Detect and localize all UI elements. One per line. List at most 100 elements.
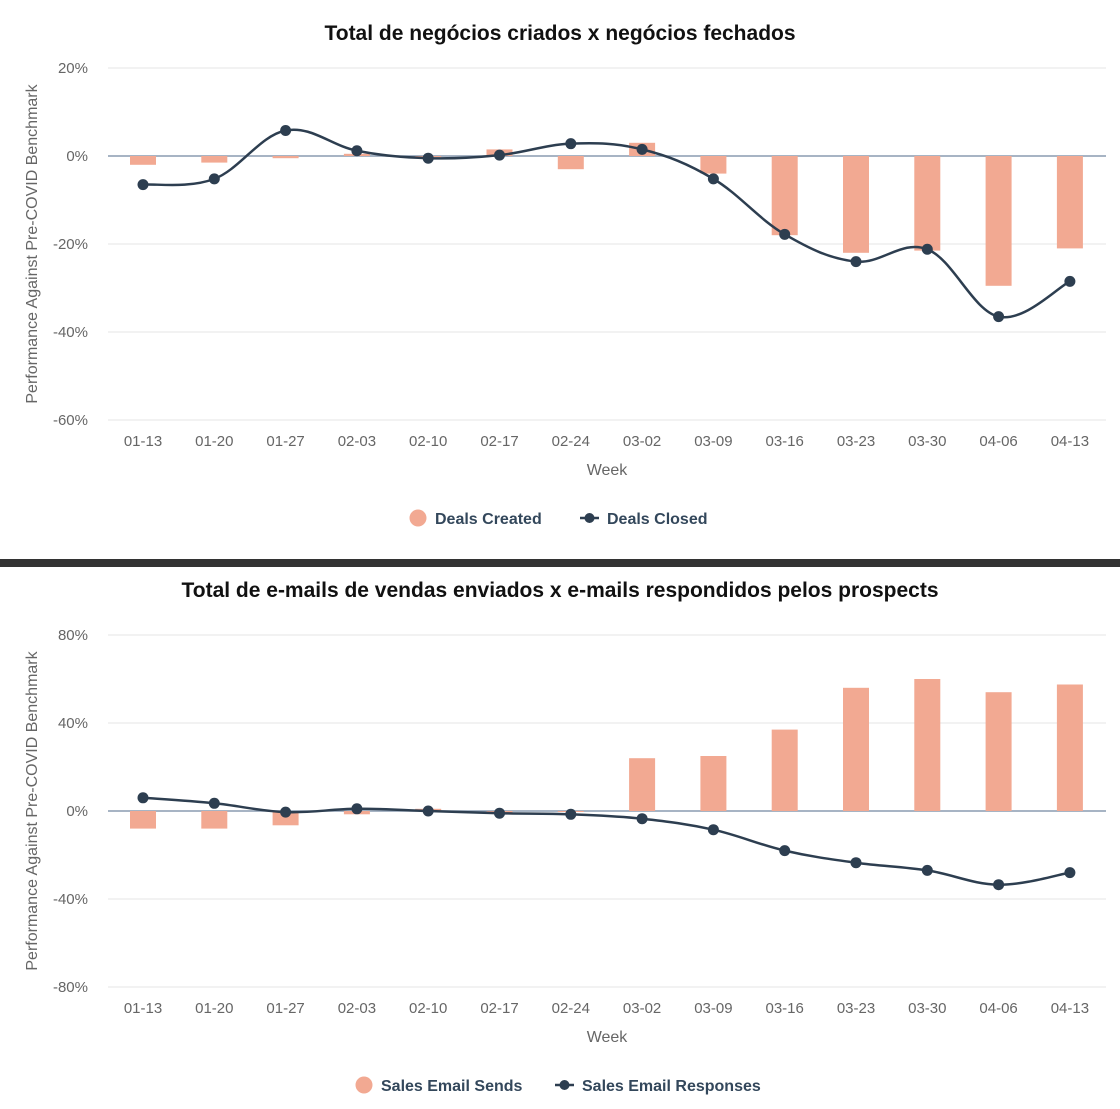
- bar: [700, 156, 727, 174]
- bar: [1056, 156, 1083, 249]
- x-tick-label: 04-06: [979, 1000, 1017, 1017]
- x-axis-title: Week: [587, 462, 629, 479]
- chart-title: Total de e-mails de vendas enviados x e-…: [181, 579, 939, 602]
- legend-label: Deals Closed: [607, 511, 707, 528]
- x-tick-label: 02-17: [480, 433, 518, 450]
- line-point: [351, 803, 363, 815]
- x-axis-title: Week: [587, 1029, 629, 1046]
- panel-divider: [0, 559, 1120, 567]
- y-tick-label: -20%: [53, 236, 88, 253]
- line-point: [779, 228, 791, 240]
- line-point: [993, 311, 1005, 323]
- x-tick-label: 02-03: [338, 433, 376, 450]
- chart-panel-deals: Total de negócios criados x negócios fec…: [24, 22, 1106, 528]
- x-tick-label: 01-20: [195, 1000, 233, 1017]
- bar: [914, 156, 941, 251]
- x-tick-label: 03-02: [623, 1000, 661, 1017]
- legend-swatch-bar: [355, 1076, 373, 1094]
- bar: [201, 156, 228, 163]
- y-tick-label: -40%: [53, 891, 88, 908]
- x-tick-label: 04-06: [979, 433, 1017, 450]
- bar: [272, 811, 299, 826]
- x-tick-label: 02-17: [480, 1000, 518, 1017]
- y-tick-label: 0%: [66, 148, 88, 165]
- x-tick-label: 03-16: [766, 1000, 804, 1017]
- bar: [771, 156, 798, 236]
- line-point: [636, 143, 648, 155]
- x-tick-label: 03-30: [908, 1000, 946, 1017]
- legend-swatch-bar: [409, 509, 427, 527]
- legend-label: Sales Email Responses: [582, 1078, 761, 1095]
- y-axis-title: Performance Against Pre-COVID Benchmark: [24, 650, 41, 970]
- line-point: [921, 864, 933, 876]
- y-tick-label: 80%: [58, 627, 88, 644]
- line-point: [422, 805, 434, 817]
- line-point: [921, 243, 933, 255]
- x-tick-label: 02-24: [552, 1000, 590, 1017]
- x-tick-label: 03-16: [766, 433, 804, 450]
- line-point: [565, 138, 577, 150]
- x-tick-label: 03-02: [623, 433, 661, 450]
- series-line: [142, 796, 1071, 886]
- legend-swatch-point: [584, 513, 595, 523]
- bar: [130, 811, 156, 829]
- line-point: [636, 813, 648, 825]
- legend-label: Sales Email Sends: [381, 1078, 523, 1095]
- line-point: [351, 145, 363, 157]
- line-point: [993, 879, 1005, 891]
- line-point: [208, 173, 220, 185]
- x-tick-label: 02-10: [409, 433, 447, 450]
- x-tick-label: 01-27: [266, 1000, 304, 1017]
- x-tick-label: 03-23: [837, 433, 875, 450]
- bar: [557, 156, 584, 170]
- line-point: [280, 124, 292, 136]
- line-point: [850, 256, 862, 268]
- x-tick-label: 03-30: [908, 433, 946, 450]
- y-tick-label: 40%: [58, 715, 88, 732]
- bar: [843, 156, 869, 253]
- legend-swatch-point: [559, 1080, 570, 1090]
- bar: [1056, 684, 1083, 811]
- line-point: [707, 173, 719, 185]
- emails-chart: 80% 40% 0% -40% -80% Performance Against Pre-…: [24, 627, 1106, 1095]
- x-tick-label: 03-09: [694, 1000, 732, 1017]
- line-point: [779, 845, 791, 857]
- deals-chart: 20% 0% -20% -40% -60% Performance Against Pre…: [24, 60, 1106, 528]
- bar: [272, 156, 299, 159]
- bar: [985, 156, 1012, 286]
- bar: [201, 811, 228, 829]
- x-tick-label: 04-13: [1051, 1000, 1089, 1017]
- bar: [130, 156, 156, 165]
- line-point: [1064, 275, 1076, 287]
- line-point: [850, 857, 862, 869]
- y-tick-label: -40%: [53, 324, 88, 341]
- x-tick-label: 01-27: [266, 433, 304, 450]
- bar: [843, 687, 869, 811]
- y-tick-label: -80%: [53, 979, 88, 996]
- line-point: [494, 807, 505, 819]
- line-point: [565, 808, 577, 820]
- line-point: [494, 149, 505, 161]
- y-tick-label: 20%: [58, 60, 88, 77]
- line-point: [137, 792, 149, 804]
- x-tick-label: 02-24: [552, 433, 590, 450]
- line-point: [137, 179, 149, 191]
- y-tick-label: 0%: [66, 803, 88, 820]
- chart-panel-emails: Total de e-mails de vendas enviados x e-…: [0, 567, 1120, 1109]
- x-tick-label: 01-13: [124, 433, 162, 450]
- y-tick-label: -60%: [53, 412, 88, 429]
- y-axis-title: Performance Against Pre-COVID Benchmark: [24, 83, 41, 403]
- line-point: [707, 824, 719, 836]
- bar: [629, 758, 656, 811]
- x-tick-label: 03-09: [694, 433, 732, 450]
- x-tick-label: 02-10: [409, 1000, 447, 1017]
- x-tick-label: 01-13: [124, 1000, 162, 1017]
- bar: [914, 679, 941, 811]
- line-point: [1064, 867, 1076, 879]
- bar: [771, 729, 798, 811]
- x-tick-label: 04-13: [1051, 433, 1089, 450]
- legend-label: Deals Created: [435, 511, 542, 528]
- x-tick-label: 02-03: [338, 1000, 376, 1017]
- bar: [985, 692, 1012, 811]
- line-point: [422, 152, 434, 164]
